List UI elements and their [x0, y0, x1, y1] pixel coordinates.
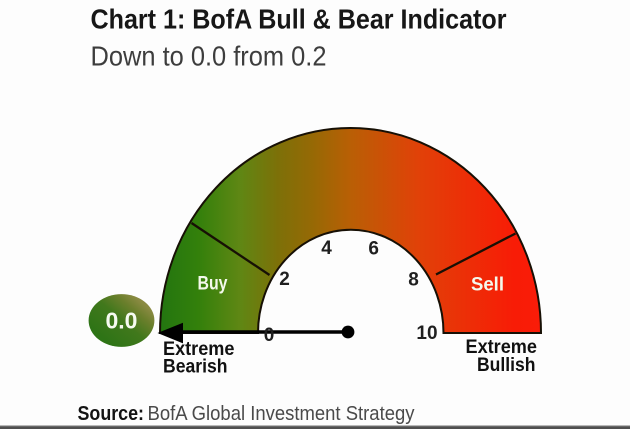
- svg-text:BofA Global Investment Strateg: BofA Global Investment Strategy: [148, 403, 415, 425]
- svg-text:Down to 0.0 from 0.2: Down to 0.0 from 0.2: [91, 41, 327, 72]
- svg-text:8: 8: [408, 269, 419, 290]
- svg-text:Source:: Source:: [78, 403, 145, 425]
- svg-text:0: 0: [264, 325, 275, 346]
- svg-text:10: 10: [416, 323, 437, 344]
- svg-text:0.0: 0.0: [106, 307, 138, 333]
- svg-text:6: 6: [368, 239, 379, 260]
- svg-text:Extreme: Extreme: [466, 337, 538, 358]
- svg-text:Bearish: Bearish: [163, 357, 228, 378]
- svg-text:Sell: Sell: [471, 275, 504, 296]
- svg-text:4: 4: [321, 238, 332, 259]
- svg-text:2: 2: [279, 269, 290, 290]
- svg-text:Buy: Buy: [198, 274, 228, 295]
- svg-text:Bullish: Bullish: [477, 355, 536, 376]
- svg-text:Extreme: Extreme: [163, 339, 235, 360]
- svg-text:Chart 1: BofA Bull & Bear Indi: Chart 1: BofA Bull & Bear Indicator: [91, 4, 507, 35]
